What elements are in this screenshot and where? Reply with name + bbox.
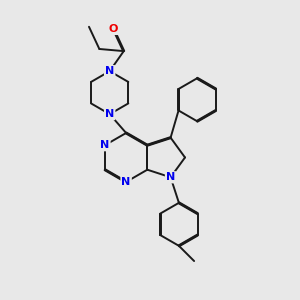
- Text: N: N: [100, 140, 110, 150]
- Text: O: O: [109, 24, 118, 34]
- Text: N: N: [105, 66, 114, 76]
- Text: N: N: [105, 109, 114, 119]
- Text: N: N: [122, 177, 131, 187]
- Text: N: N: [166, 172, 175, 182]
